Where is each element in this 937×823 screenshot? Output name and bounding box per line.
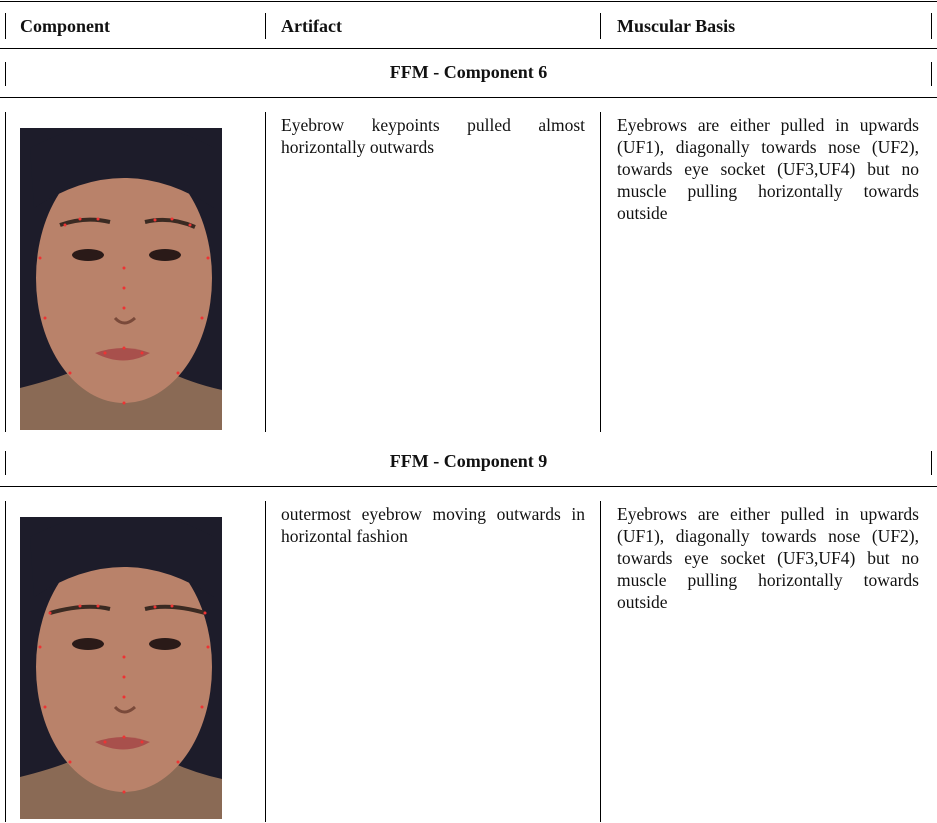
col-sep — [931, 13, 932, 39]
face-image — [20, 128, 222, 430]
artifact-cell: Eyebrow keypoints pulled almost horizont… — [281, 115, 585, 157]
col-sep — [5, 62, 6, 86]
col-sep — [265, 501, 266, 822]
header-cell: Muscular Basis — [617, 16, 736, 36]
col-sep — [600, 501, 601, 822]
col-sep — [5, 13, 6, 39]
header-cell: Artifact — [281, 16, 342, 36]
muscular-cell: Eyebrows are either pulled in upwards (U… — [617, 115, 919, 223]
section-title: FFM - Component 6 — [389, 62, 548, 82]
top-rule — [0, 1, 937, 2]
col-sep — [931, 451, 932, 475]
col-sep — [931, 62, 932, 86]
col-sep — [5, 451, 6, 475]
col-sep — [5, 112, 6, 432]
artifact-cell: outermost eyebrow moving outwards in hor… — [281, 504, 585, 546]
col-sep — [265, 13, 266, 39]
muscular-cell: Eyebrows are either pulled in upwards (U… — [617, 504, 919, 612]
col-sep — [600, 112, 601, 432]
col-sep — [600, 13, 601, 39]
col-sep — [5, 501, 6, 822]
section-rule — [0, 97, 937, 98]
col-sep — [265, 112, 266, 432]
header-cell: Component — [20, 16, 111, 36]
header-rule — [0, 48, 937, 49]
face-image — [20, 517, 222, 819]
section-rule — [0, 486, 937, 487]
section-title: FFM - Component 9 — [389, 451, 548, 471]
